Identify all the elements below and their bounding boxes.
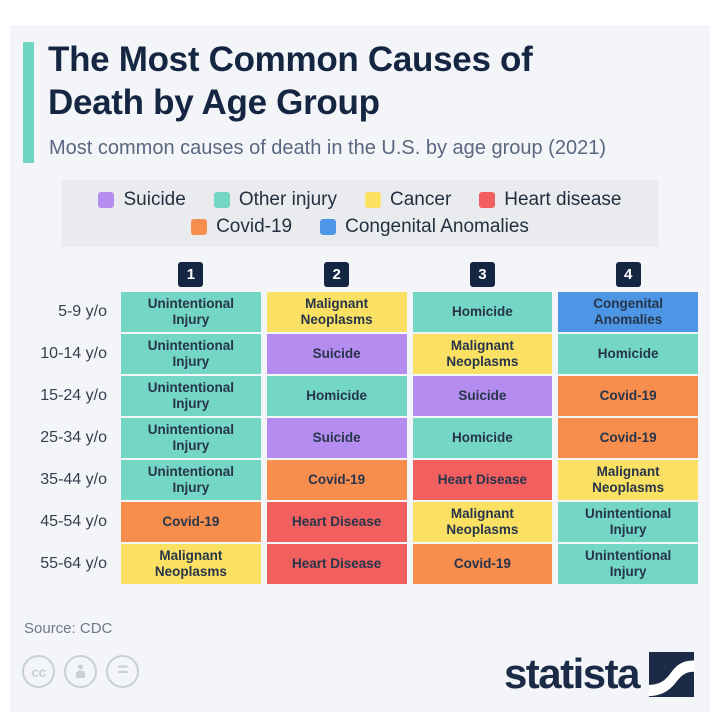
cc-icon: cc — [22, 655, 55, 688]
page-subtitle: Most common causes of death in the U.S. … — [49, 137, 606, 159]
cause-cell: Malignant Neoplasms — [121, 544, 261, 584]
cause-cell: Congenital Anomalies — [558, 292, 698, 332]
legend-row-2: Covid-19 Congenital Anomalies — [191, 216, 529, 238]
legend-label: Heart disease — [504, 189, 622, 210]
legend-label: Other injury — [238, 189, 338, 210]
cause-cell: Unintentional Injury — [121, 376, 261, 416]
legend-item-other-injury: Other injury — [213, 189, 338, 211]
legend-swatch-icon — [191, 219, 208, 235]
cause-cell: Heart Disease — [266, 544, 407, 584]
cause-cell: Unintentional Injury — [558, 544, 698, 584]
cause-cell: Homicide — [266, 376, 407, 416]
cause-cell: Unintentional Injury — [558, 502, 698, 542]
cause-cell: Unintentional Injury — [121, 460, 261, 500]
cause-cell: Malignant Neoplasms — [266, 292, 407, 332]
cause-cell: Unintentional Injury — [121, 418, 261, 458]
cause-cell: Covid-19 — [266, 460, 407, 500]
legend-label: Suicide — [123, 189, 186, 210]
cause-cell: Covid-19 — [558, 418, 698, 458]
table-corner-spacer — [22, 262, 115, 290]
legend-item-heart-disease: Heart disease — [479, 189, 622, 211]
cause-cell: Covid-19 — [558, 376, 698, 416]
causes-table: 1 2 3 4 5-9 y/o Unintentional Injury Mal… — [22, 262, 698, 584]
rank-header-3: 3 — [469, 262, 495, 287]
cause-cell: Unintentional Injury — [121, 292, 261, 332]
person-icon — [75, 664, 86, 678]
cause-cell: Suicide — [266, 418, 407, 458]
legend-item-covid-19: Covid-19 — [191, 216, 292, 238]
cc-license-badges: cc = — [22, 655, 139, 688]
cc-equal-icon: = — [106, 655, 139, 688]
legend-label: Covid-19 — [216, 216, 293, 237]
legend-row-1: Suicide Other injury Cancer Heart diseas… — [98, 189, 622, 211]
legend-swatch-icon — [479, 192, 496, 208]
cause-cell: Homicide — [412, 292, 553, 332]
legend-swatch-icon — [213, 192, 230, 208]
cause-cell: Covid-19 — [412, 544, 553, 584]
cause-cell: Homicide — [558, 334, 698, 374]
cause-cell: Heart Disease — [412, 460, 553, 500]
infographic-card: The Most Common Causes of Death by Age G… — [10, 25, 710, 712]
rank-header-4: 4 — [615, 262, 641, 287]
page-title-line1: The Most Common Causes of — [48, 40, 533, 79]
legend-swatch-icon — [365, 192, 382, 208]
legend-swatch-icon — [320, 219, 337, 235]
age-group-label: 55-64 y/o — [40, 555, 107, 572]
cause-cell: Homicide — [412, 418, 553, 458]
statista-logo: statista — [504, 651, 694, 697]
page-title: The Most Common Causes of Death by Age G… — [48, 38, 688, 124]
cause-cell: Suicide — [412, 376, 553, 416]
cause-cell: Heart Disease — [266, 502, 407, 542]
age-group-label: 15-24 y/o — [40, 387, 107, 404]
rank-header-1: 1 — [178, 262, 204, 287]
cause-cell: Malignant Neoplasms — [558, 460, 698, 500]
legend-label: Congenital Anomalies — [345, 216, 529, 237]
age-group-label: 5-9 y/o — [58, 303, 107, 320]
age-group-label: 45-54 y/o — [40, 513, 107, 530]
age-group-label: 10-14 y/o — [40, 345, 107, 362]
age-group-label: 35-44 y/o — [40, 471, 107, 488]
statista-swoosh-icon — [649, 651, 694, 697]
age-group-label: 25-34 y/o — [40, 429, 107, 446]
page-title-line2: Death by Age Group — [48, 83, 380, 122]
statista-wordmark: statista — [503, 650, 641, 697]
cause-cell: Malignant Neoplasms — [412, 502, 553, 542]
legend-item-congenital-anomalies: Congenital Anomalies — [320, 216, 529, 238]
legend-item-suicide: Suicide — [98, 189, 186, 211]
legend-label: Cancer — [390, 189, 452, 210]
cause-cell: Suicide — [266, 334, 407, 374]
cause-cell: Unintentional Injury — [121, 334, 261, 374]
title-accent-bar — [23, 42, 34, 163]
legend-item-cancer: Cancer — [365, 189, 451, 211]
legend: Suicide Other injury Cancer Heart diseas… — [62, 180, 658, 247]
cc-attribution-icon — [64, 655, 97, 688]
cause-cell: Malignant Neoplasms — [412, 334, 553, 374]
cause-cell: Covid-19 — [121, 502, 261, 542]
rank-header-2: 2 — [324, 262, 350, 287]
source-text: Source: CDC — [24, 620, 113, 637]
legend-swatch-icon — [98, 192, 115, 208]
